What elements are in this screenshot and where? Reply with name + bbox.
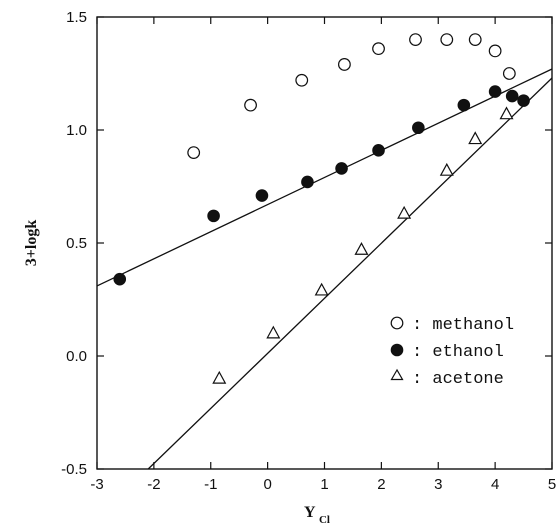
data-point-ethanol <box>207 209 220 223</box>
data-point-methanol <box>440 33 454 46</box>
data-point-methanol <box>502 67 516 80</box>
data-point-methanol <box>295 73 309 87</box>
y-tick-label: 0.5 <box>66 235 87 252</box>
x-tick-label: -1 <box>204 476 217 493</box>
data-point-acetone <box>439 162 454 176</box>
data-point-ethanol <box>488 85 502 98</box>
data-point-acetone <box>212 370 227 384</box>
legend-label-methanol: : methanol <box>412 316 514 335</box>
data-point-ethanol <box>255 189 269 202</box>
y-tick-label: 1.5 <box>66 9 87 26</box>
data-point-ethanol <box>505 89 519 103</box>
y-tick-label: -0.5 <box>61 461 87 478</box>
y-tick-label: 0.0 <box>66 348 87 365</box>
data-point-methanol <box>409 33 422 46</box>
data-point-methanol <box>372 42 385 56</box>
data-point-ethanol <box>517 94 530 107</box>
data-point-ethanol <box>372 144 385 157</box>
x-axis-title: Y Cl <box>304 504 330 526</box>
data-point-ethanol <box>412 121 425 135</box>
y-axis-title: 3+logk <box>23 220 40 267</box>
legend-marker-ethanol <box>390 343 404 357</box>
data-point-ethanol <box>335 162 348 175</box>
data-point-methanol <box>338 58 351 71</box>
legend-label-ethanol: : ethanol <box>412 343 504 362</box>
x-tick-label: 0 <box>263 476 271 493</box>
data-point-acetone <box>314 282 329 296</box>
y-tick-label: 1.0 <box>66 122 87 139</box>
x-axis-title-main: Y <box>304 504 316 521</box>
x-tick-label: 3 <box>434 476 442 493</box>
x-axis-ticks: -3 -2 -1 0 1 2 3 4 5 <box>90 17 556 493</box>
x-tick-label: 2 <box>377 476 385 493</box>
legend-marker-methanol <box>390 316 404 330</box>
data-point-acetone <box>266 325 281 339</box>
data-point-methanol <box>488 44 502 58</box>
y-axis-ticks: -0.5 0.0 0.5 1.0 1.5 <box>61 9 552 478</box>
data-points <box>113 33 530 384</box>
x-tick-label: 5 <box>548 476 556 493</box>
data-point-methanol <box>244 98 257 112</box>
legend-marker-acetone <box>390 368 404 381</box>
fit-lines <box>96 68 553 470</box>
fit-line-acetone <box>147 77 553 470</box>
data-point-acetone <box>499 106 514 120</box>
data-point-acetone <box>397 205 412 219</box>
legend-label-acetone: : acetone <box>412 370 504 389</box>
data-point-acetone <box>468 131 483 145</box>
fit-line-ethanol <box>96 68 553 287</box>
x-tick-label: -2 <box>147 476 160 493</box>
data-point-ethanol <box>113 272 127 286</box>
plot-frame <box>96 16 553 470</box>
data-point-ethanol <box>301 175 314 189</box>
data-point-ethanol <box>457 98 471 112</box>
legend: : methanol : ethanol : acetone <box>390 316 514 389</box>
data-point-methanol <box>468 33 482 46</box>
x-tick-label: 1 <box>320 476 328 493</box>
x-axis-title-subscript: Cl <box>319 514 330 526</box>
x-tick-label: -3 <box>90 476 103 493</box>
data-point-methanol <box>187 146 201 160</box>
data-point-acetone <box>354 242 369 255</box>
x-tick-label: 4 <box>491 476 499 493</box>
